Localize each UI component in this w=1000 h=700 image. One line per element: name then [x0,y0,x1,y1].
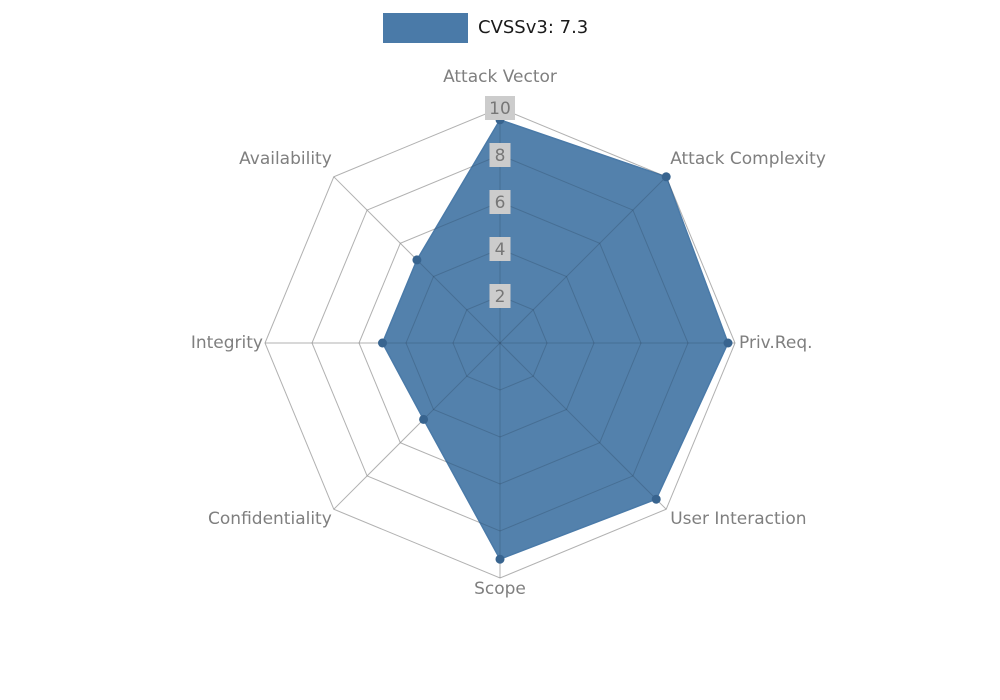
axis-label: Integrity [191,333,263,353]
legend-label: CVSSv3: 7.3 [478,17,589,38]
tick-label: 2 [495,287,506,307]
data-point-marker [495,554,505,564]
grid-spoke [333,342,501,510]
legend: CVSSv3: 7.3 [383,13,588,43]
grid-ring [264,107,736,579]
grid-ring [358,201,642,485]
tick-label-box [489,190,511,214]
data-point-marker [651,494,661,504]
axis-label: Confidentiality [208,509,332,529]
data-point-marker [419,414,429,424]
tick-label-box [485,96,515,120]
axis-label: Availability [239,149,332,169]
axis-label: Scope [474,579,526,599]
grid-ring [311,154,689,532]
tick-label: 8 [495,146,506,166]
grid-spoke [499,342,667,510]
axis-label: Attack Complexity [670,149,826,169]
axis-label: Attack Vector [443,67,557,87]
tick-label: 6 [495,193,506,213]
grid-spoke [499,176,667,344]
data-point-marker [661,172,671,182]
axis-label: Priv.Req. [739,333,813,353]
radar-polygon [381,118,729,561]
tick-label: 10 [489,99,511,119]
tick-label-box [489,284,511,308]
data-point-marker [378,338,387,348]
tick-label-box [489,237,511,261]
tick-label: 4 [495,240,506,260]
data-point-marker [412,255,422,265]
legend-swatch [383,13,468,43]
tick-label-box [489,143,511,167]
data-point-marker [723,338,733,348]
axis-label: User Interaction [670,509,806,529]
grid-ring [452,295,548,391]
grid-ring [405,248,595,438]
